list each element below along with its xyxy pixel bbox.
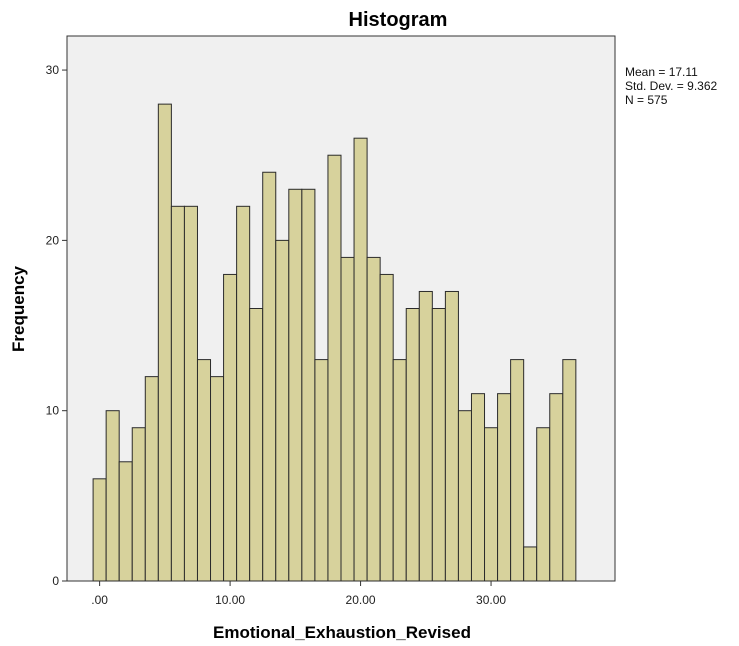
bars-group — [92, 103, 577, 582]
histogram-bar — [470, 393, 486, 582]
histogram-bar — [118, 461, 133, 582]
histogram-bar — [262, 171, 277, 582]
x-tick-label: 30.00 — [476, 593, 506, 607]
histogram-bar — [131, 427, 146, 582]
histogram-bar — [275, 239, 290, 582]
histogram-bar — [562, 359, 577, 582]
histogram-bar — [549, 393, 564, 582]
histogram-bar — [353, 137, 368, 582]
histogram-bar — [431, 308, 446, 582]
histogram-bar — [340, 256, 355, 582]
histogram-bar — [223, 273, 238, 582]
histogram-bar — [497, 393, 512, 582]
histogram-bar — [170, 205, 185, 582]
y-tick-label: 30 — [46, 63, 60, 77]
y-tick-label: 10 — [46, 404, 60, 418]
histogram-bar — [183, 205, 198, 582]
histogram-bar — [366, 256, 381, 582]
histogram-bar — [236, 205, 251, 582]
histogram-bar — [327, 154, 342, 582]
stats-std-dev: Std. Dev. = 9.362 — [625, 79, 717, 93]
histogram-bar — [405, 308, 420, 582]
histogram-bar — [314, 359, 329, 582]
histogram-bar — [418, 290, 433, 582]
x-axis-label: Emotional_Exhaustion_Revised — [213, 623, 471, 642]
histogram-bar — [301, 188, 316, 582]
stats-mean: Mean = 17.11 — [625, 65, 698, 79]
histogram-bar — [392, 359, 407, 582]
y-tick-label: 20 — [46, 233, 60, 247]
histogram-bar — [379, 273, 394, 582]
histogram-bar — [523, 546, 538, 582]
histogram-bar — [510, 359, 525, 582]
y-axis: 0 10 20 30 — [46, 63, 67, 588]
y-tick-label: 0 — [52, 574, 59, 588]
histogram-bar — [92, 478, 107, 582]
x-tick-label: 20.00 — [346, 593, 376, 607]
stats-n: N = 575 — [625, 93, 668, 107]
x-tick-label: 10.00 — [215, 593, 245, 607]
histogram-bar — [484, 427, 499, 582]
histogram-bar — [536, 427, 551, 582]
histogram-bar — [105, 410, 120, 582]
histogram-bar — [457, 410, 472, 582]
chart-title: Histogram — [349, 9, 448, 31]
histogram-bar — [249, 308, 264, 582]
x-axis: .00 10.00 20.00 30.00 — [91, 581, 506, 607]
histogram-bar — [444, 290, 459, 582]
histogram-bar — [196, 359, 212, 582]
histogram-bar — [157, 103, 172, 582]
x-tick-label: .00 — [91, 593, 108, 607]
histogram-bar — [144, 376, 159, 582]
y-axis-label: Frequency — [9, 265, 28, 352]
histogram-bar — [288, 188, 303, 582]
histogram-bar — [210, 376, 225, 582]
